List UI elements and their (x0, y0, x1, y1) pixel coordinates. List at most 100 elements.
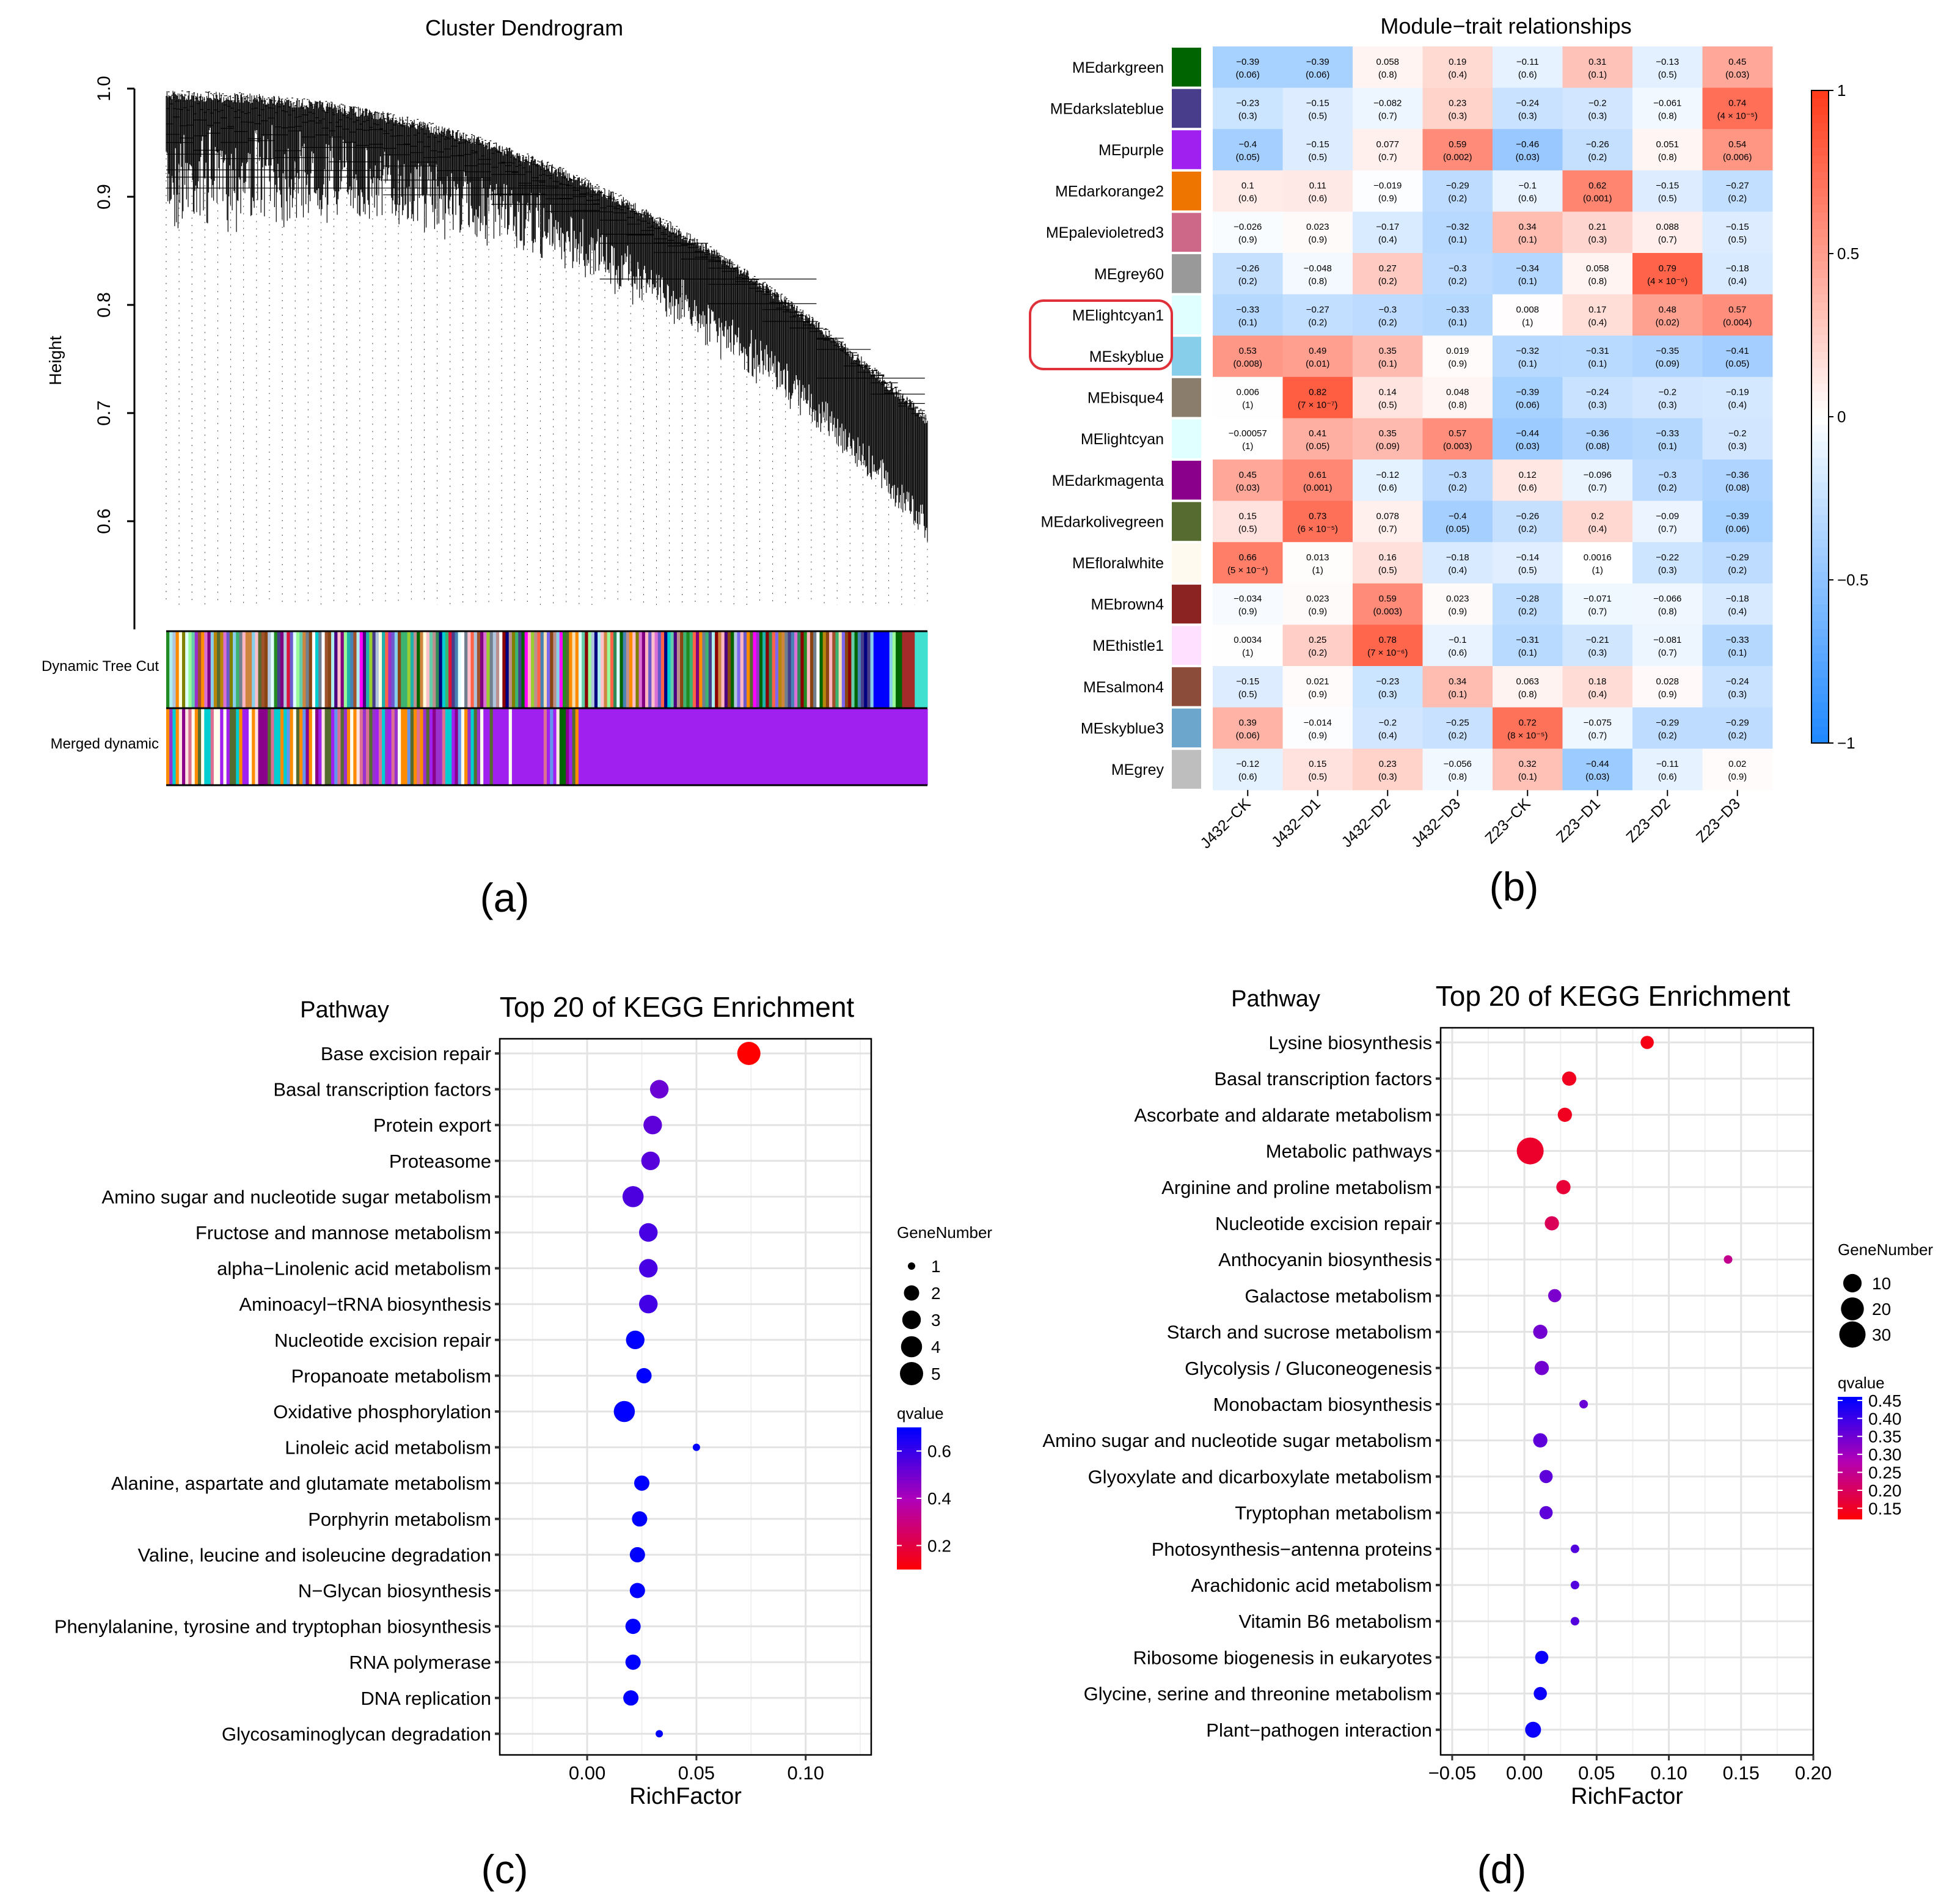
merged-color-strip (734, 709, 738, 785)
merged-color-strip (531, 709, 535, 785)
heatmap-cell (1422, 460, 1493, 502)
heatmap-cell (1702, 542, 1773, 584)
legend-tick-label: 1 (1837, 81, 1846, 100)
cell-correlation: −0.1 (1449, 635, 1467, 645)
cell-correlation: −0.35 (1656, 346, 1679, 356)
dynamic-color-strip (502, 631, 506, 708)
merged-color-strip (759, 709, 763, 785)
cell-pvalue: (0.6) (1448, 648, 1467, 658)
heatmap-cell (1353, 707, 1423, 749)
dynamic-color-strip (781, 631, 785, 708)
cell-correlation: −0.3 (1449, 263, 1467, 274)
merged-color-strip (924, 709, 928, 785)
cell-correlation: −0.17 (1376, 222, 1399, 232)
dynamic-color-strip (702, 631, 706, 708)
cell-pvalue: (0.08) (1725, 483, 1749, 493)
size-legend-label: 10 (1872, 1274, 1891, 1293)
heatmap-cell (1702, 749, 1773, 791)
merged-color-strip (451, 709, 456, 785)
dynamic-color-strip (635, 631, 640, 708)
x-tick-label: 0.00 (1506, 1762, 1543, 1784)
cell-correlation: −0.26 (1586, 139, 1609, 150)
cell-pvalue: (0.9) (1308, 607, 1327, 617)
trait-label: J432−D3 (1408, 795, 1464, 851)
color-legend-step (1838, 1473, 1862, 1477)
dynamic-color-strip (689, 631, 693, 708)
heatmap-cell (1213, 376, 1283, 419)
dynamic-color-strip (467, 631, 471, 708)
color-legend-step (897, 1491, 921, 1495)
heatmap-cell (1493, 707, 1563, 749)
cell-pvalue: (0.1) (1518, 648, 1537, 658)
merged-color-strip (676, 709, 681, 785)
dynamic-color-strip (797, 631, 801, 708)
dynamic-color-strip (175, 631, 180, 708)
legend-gradient-step (1811, 474, 1829, 483)
legend-gradient-step (1811, 155, 1829, 164)
heatmap-cell (1562, 129, 1633, 171)
module-color-swatch (1172, 543, 1201, 582)
data-point (1535, 1650, 1549, 1664)
dynamic-color-strip (455, 631, 459, 708)
color-legend-step (1838, 1485, 1862, 1489)
merged-color-strip (213, 709, 217, 785)
dynamic-color-strip (436, 631, 440, 708)
module-label: MEpurple (1098, 142, 1164, 159)
cell-pvalue: (0.1) (1728, 648, 1747, 658)
cell-pvalue: (0.5) (1308, 772, 1327, 782)
data-point (641, 1151, 660, 1170)
heatmap-cell (1213, 211, 1283, 254)
dynamic-color-strip (607, 631, 611, 708)
merged-color-strip (346, 709, 351, 785)
cell-correlation: 0.16 (1379, 552, 1397, 563)
dynamic-color-strip (747, 631, 750, 708)
color-legend-step (897, 1540, 921, 1545)
merged-color-strip (851, 709, 855, 785)
module-color-swatch (1172, 295, 1201, 335)
dynamic-color-strip (851, 631, 855, 708)
pathway-label: Ribosome biogenesis in eukaryotes (1133, 1647, 1432, 1668)
dendrogram-title: Cluster Dendrogram (425, 15, 623, 40)
color-legend-step (1838, 1464, 1862, 1468)
heatmap-cell (1213, 542, 1283, 584)
data-point (1562, 1071, 1577, 1086)
merged-color-strip (375, 709, 379, 785)
cell-correlation: −0.33 (1656, 428, 1679, 439)
dynamic-color-strip (610, 631, 614, 708)
merged-color-strip (499, 709, 503, 785)
color-legend-step (897, 1455, 921, 1460)
pathway-label: Nucleotide excision repair (274, 1330, 491, 1351)
merged-color-strip (727, 709, 731, 785)
heatmap-cell (1562, 749, 1633, 791)
dynamic-color-strip (194, 631, 199, 708)
legend-gradient-step (1811, 522, 1829, 532)
pathway-axis-title: Pathway (1231, 986, 1320, 1012)
heatmap-cell (1562, 418, 1633, 460)
legend-gradient-step (1811, 204, 1829, 213)
dynamic-color-strip (588, 631, 592, 708)
heatmap-cell (1422, 170, 1493, 212)
merged-color-strip (217, 709, 221, 785)
cell-correlation: −0.25 (1446, 717, 1469, 728)
merged-color-strip (835, 709, 839, 785)
data-point (625, 1654, 641, 1670)
cell-correlation: 0.11 (1309, 181, 1326, 191)
dynamic-color-strip (734, 631, 738, 708)
dynamic-color-strip (822, 631, 827, 708)
merged-color-strip (172, 709, 177, 785)
cell-pvalue: (0.8) (1588, 276, 1607, 287)
pathway-label: Amino sugar and nucleotide sugar metabol… (101, 1186, 491, 1207)
merged-color-strip (315, 709, 319, 785)
legend-gradient-step (1811, 164, 1829, 173)
cell-pvalue: (0.5) (1238, 524, 1257, 534)
dynamic-color-strip (813, 631, 817, 708)
data-point (1570, 1544, 1579, 1553)
dynamic-color-strip (740, 631, 744, 708)
color-legend-step (897, 1441, 921, 1446)
pathway-label: Ascorbate and aldarate metabolism (1134, 1104, 1432, 1126)
dynamic-color-strip (321, 631, 326, 708)
module-label: MEdarkolivegreen (1041, 513, 1164, 530)
cell-correlation: −0.075 (1584, 717, 1612, 728)
cell-correlation: 0.32 (1519, 759, 1537, 769)
heatmap-cell (1702, 211, 1773, 254)
